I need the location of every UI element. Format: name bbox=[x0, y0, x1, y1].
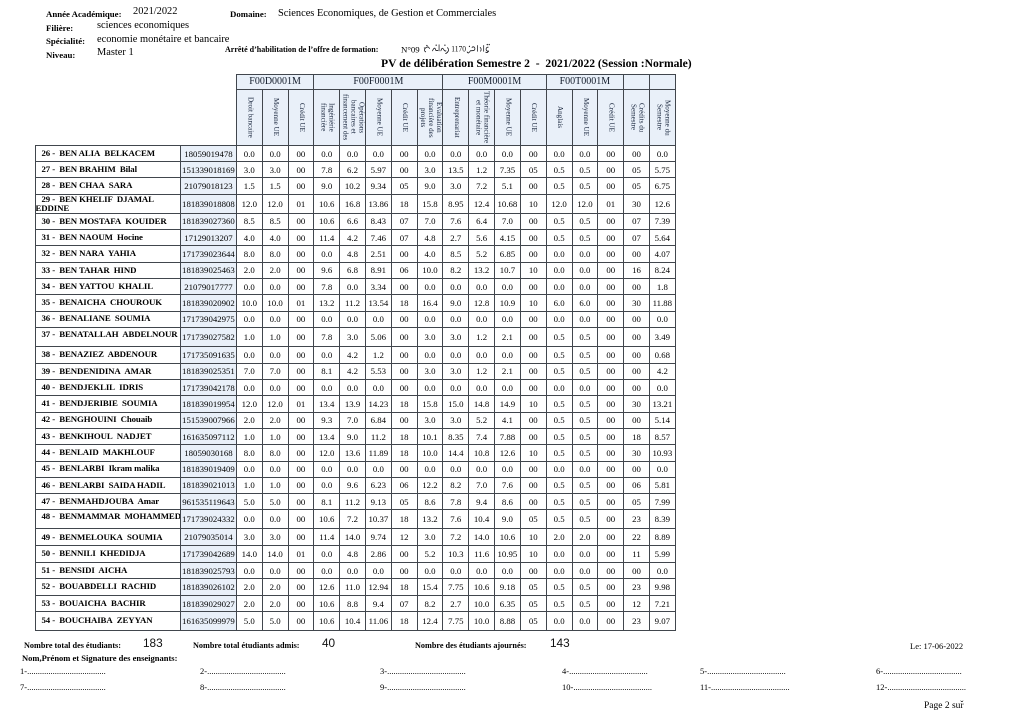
svg-text:1170: 1170 bbox=[451, 44, 466, 54]
